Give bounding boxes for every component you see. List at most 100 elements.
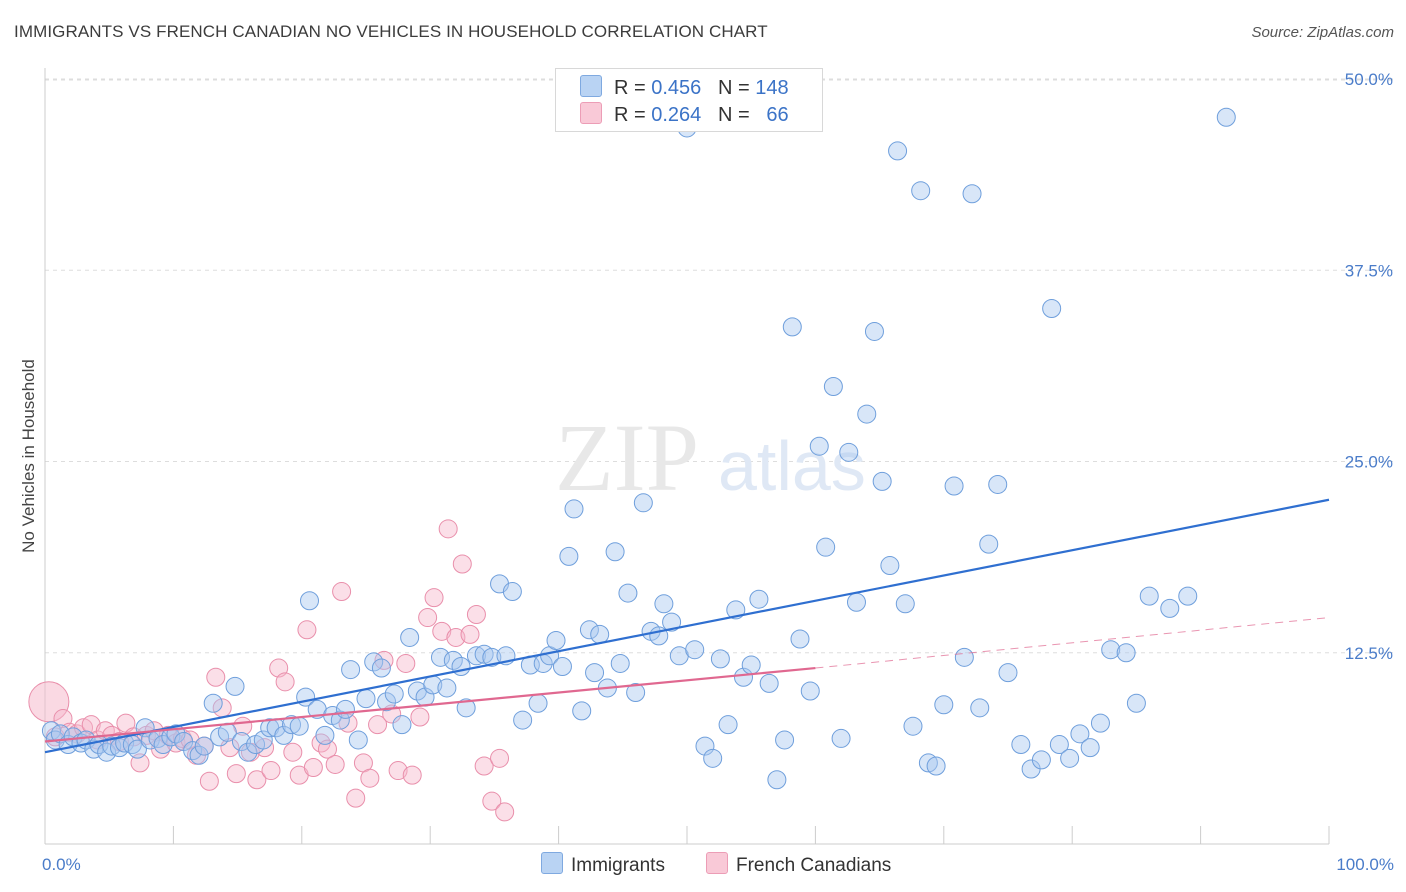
immigrants-point <box>809 436 829 456</box>
immigrants-point <box>998 663 1018 683</box>
french-point <box>332 582 352 602</box>
immigrants-point <box>474 644 494 664</box>
french-trend-extension <box>815 617 1330 669</box>
immigrants-point <box>451 657 471 677</box>
immigrants-point <box>934 695 954 715</box>
immigrants-point <box>718 715 738 735</box>
immigrants-point <box>482 647 502 667</box>
immigrants-point <box>605 542 625 562</box>
immigrants-swatch <box>580 75 602 97</box>
immigrants-point <box>741 655 761 675</box>
french-n-value: 66 <box>766 104 789 126</box>
french-point <box>374 650 394 670</box>
french-point <box>360 768 380 788</box>
french-point <box>418 608 438 628</box>
immigrants-point <box>456 698 476 718</box>
immigrants-point <box>864 321 884 341</box>
source-label: Source: ZipAtlas.com <box>1251 24 1394 41</box>
chart-title: IMMIGRANTS VS FRENCH CANADIAN NO VEHICLE… <box>14 22 768 41</box>
immigrants-point <box>979 534 999 554</box>
immigrants-point <box>944 476 964 496</box>
y-tick-labels: 12.5% 25.0% 37.5% 50.0% <box>1345 70 1393 663</box>
immigrants-point <box>330 710 350 730</box>
immigrants-point <box>1160 598 1180 618</box>
immigrants-point <box>918 753 938 773</box>
immigrants-point <box>274 725 294 745</box>
french-r-value: 0.264 <box>651 104 702 126</box>
french-point <box>297 620 317 640</box>
immigrants-point <box>759 673 779 693</box>
french-point <box>466 605 486 624</box>
french-trend-line <box>44 666 816 743</box>
legend-item-french: French Canadians <box>706 852 891 877</box>
french-point <box>495 802 515 822</box>
immigrants-point <box>585 663 605 683</box>
y-axis-label: No Vehicles in Household <box>19 359 38 553</box>
french-point <box>283 742 303 762</box>
immigrants-point <box>102 736 122 756</box>
french-point <box>482 791 502 811</box>
french-canadians-points <box>28 519 515 822</box>
watermark-atlas: atlas <box>718 427 866 505</box>
immigrants-point <box>962 184 982 204</box>
immigrants-point <box>988 474 1008 494</box>
immigrants-point <box>189 745 209 765</box>
french-point <box>474 756 494 776</box>
french-point <box>432 621 452 641</box>
n-label: N = <box>717 104 750 126</box>
immigrants-legend-label: Immigrants <box>571 855 665 876</box>
immigrants-point <box>392 715 412 735</box>
immigrants-trend-line <box>44 498 1330 754</box>
immigrants-point <box>816 537 836 557</box>
immigrants-point <box>231 731 251 751</box>
french-point <box>261 761 281 781</box>
french-point <box>226 764 246 784</box>
french-swatch <box>580 102 602 124</box>
immigrants-point <box>749 589 769 609</box>
immigrants-point <box>782 317 802 337</box>
french-point <box>368 715 388 735</box>
french-point <box>275 672 295 692</box>
immigrants-point <box>153 735 173 755</box>
immigrants-point <box>50 724 70 744</box>
immigrants-point <box>127 739 147 759</box>
immigrants-point <box>356 689 376 709</box>
immigrants-point <box>710 649 730 669</box>
immigrants-point <box>289 716 309 736</box>
correlation-legend: R = 0.456 N = 148 R = 0.264 N = 66 <box>555 68 823 132</box>
watermark-zip: ZIP <box>555 404 699 511</box>
immigrants-point <box>1090 713 1110 733</box>
immigrants-point <box>559 546 579 566</box>
immigrants-point <box>857 404 877 424</box>
immigrants-point <box>300 591 320 611</box>
french-point <box>446 627 466 647</box>
immigrants-point <box>579 620 599 640</box>
immigrants-point <box>502 582 522 602</box>
immigrants-point <box>97 742 117 762</box>
immigrants-point <box>880 556 900 576</box>
french-point <box>438 519 458 539</box>
french-point <box>452 554 472 574</box>
immigrants-point <box>400 627 420 647</box>
immigrants-point <box>430 647 450 667</box>
immigrants-point <box>437 678 457 698</box>
immigrants-point <box>775 730 795 750</box>
immigrants-point <box>872 471 892 491</box>
immigrants-point <box>564 499 584 519</box>
y-tick-label-3: 50.0% <box>1345 70 1393 89</box>
immigrants-point <box>626 683 646 703</box>
immigrants-point <box>194 736 214 756</box>
immigrants-point <box>1031 750 1051 770</box>
immigrants-point <box>443 650 463 670</box>
french-point <box>247 770 267 790</box>
r-label: R = <box>614 77 646 99</box>
immigrants-point <box>618 583 638 603</box>
french-point <box>220 738 240 758</box>
immigrants-n-value: 148 <box>755 77 789 99</box>
immigrants-r-value: 0.456 <box>651 77 702 99</box>
french-legend-label: French Canadians <box>736 855 892 876</box>
immigrants-point <box>790 629 810 649</box>
immigrants-point <box>225 676 245 696</box>
immigrants-point <box>695 736 715 756</box>
